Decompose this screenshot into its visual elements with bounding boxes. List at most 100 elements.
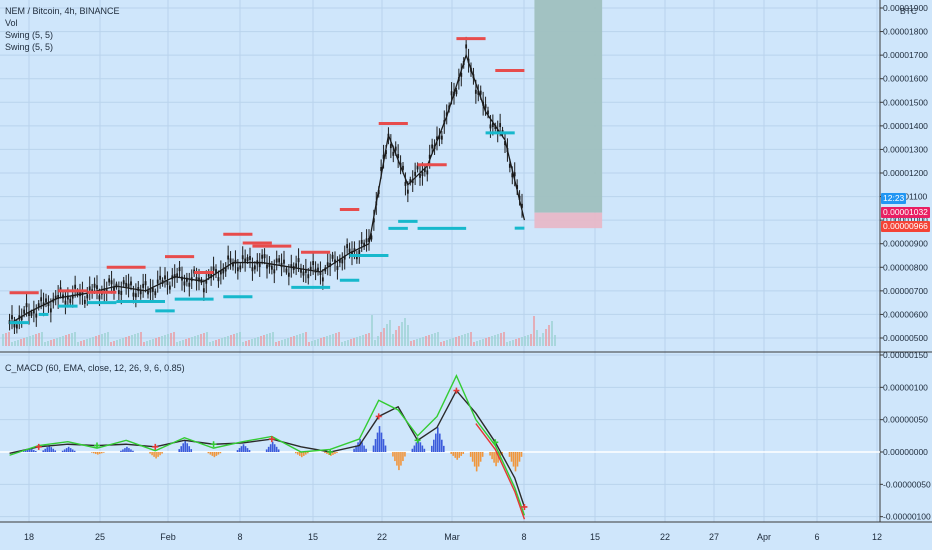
volume-bar [77,342,79,346]
candle-body [207,272,210,277]
macd-axis-label: 0.00000000 [883,447,928,457]
candle-body [302,271,305,276]
volume-bar [470,332,472,346]
candle-body [249,255,251,260]
volume-bar [116,340,118,346]
histogram-bar [400,452,402,466]
volume-bar [2,334,4,346]
crossover-marker [375,413,382,420]
histogram-bar [332,452,334,455]
volume-bar [410,341,412,346]
histogram-bar [454,452,457,458]
volume-bar [32,335,34,346]
volume-bar [104,333,106,346]
histogram-bar [244,446,247,452]
volume-bar [23,338,25,346]
volume-bar [293,336,295,346]
candle-body [414,171,417,176]
symbol-title[interactable]: NEM / Bitcoin, 4h, BINANCE [5,6,120,16]
histogram-bar [31,449,33,452]
histogram-bar [520,452,523,457]
volume-bar [449,339,451,346]
histogram-bar [516,452,519,467]
histogram-bar [93,452,95,454]
candle-body [222,269,225,274]
volume-bar [386,324,388,346]
volume-bar [356,337,358,346]
macd-line [9,389,526,508]
histogram-bar [186,443,189,452]
candle-body [32,309,35,314]
candle-body [504,141,506,146]
volume-bar [404,318,406,346]
volume-bar [542,333,544,346]
candle-body [419,173,421,178]
volume-bar [38,333,40,346]
candle-body [287,272,290,277]
volume-bar [485,338,487,346]
histogram-bar [65,448,68,452]
volume-bar [218,339,220,346]
time-axis-label: 8 [521,532,526,542]
histogram-bar [514,452,517,472]
volume-bar [446,340,448,346]
histogram-bar [421,445,424,452]
volume-bar [170,333,172,346]
histogram-bar [25,450,27,452]
volume-bar [209,342,211,346]
histogram-bar [161,452,163,454]
candle-body [300,268,302,273]
volume-bar [347,340,349,346]
macd-axis-label: -0.00000100 [883,512,931,522]
candle-body [270,265,273,270]
volume-bar [500,333,502,346]
candle-body [181,276,183,281]
volume-bar [194,336,196,346]
volume-bar [515,339,517,346]
swing-indicator-label-1[interactable]: Swing (5, 5) [5,30,54,40]
volume-bar [242,342,244,346]
candle-body [346,244,349,249]
price-badge: 0.00000966 [881,221,930,232]
candle-body [122,280,125,285]
price-axis-label: 0.00000800 [883,262,928,272]
volume-bar [182,340,184,346]
histogram-bar [361,442,363,452]
histogram-bar [69,448,72,452]
volume-bar [263,335,265,346]
candle-body [127,283,130,288]
price-badge: 12:23 [881,193,907,204]
volume-bar [236,333,238,346]
volume-bar [419,338,421,346]
histogram-bar [328,452,330,455]
volume-bar [44,342,46,346]
volume-bar [392,334,394,346]
histogram-bar [184,440,187,452]
candle-body [134,293,137,298]
volume-bar [434,333,436,346]
candle-body [329,262,332,267]
volume-bar [8,332,10,346]
volume-bar [35,334,37,346]
volume-label[interactable]: Vol [5,18,18,28]
swing-indicator-label-2[interactable]: Swing (5, 5) [5,42,54,52]
macd-indicator-label[interactable]: C_MACD (60, EMA, close, 12, 26, 9, 6, 0.… [5,363,185,373]
candle-body [285,268,288,273]
histogram-bar [301,452,303,458]
volume-bar [488,337,490,346]
histogram-bar [363,445,365,452]
price-line [9,53,526,325]
candle-body [81,291,84,296]
candle-body [423,168,426,173]
candle-body [83,299,86,304]
candle-body [402,165,404,170]
histogram-bar [153,452,155,457]
price-axis-label: 0.00001900 [883,3,928,13]
time-axis-label: Apr [757,532,771,542]
histogram-bar [63,449,66,452]
candle-body [450,91,453,96]
volume-bar [131,335,133,346]
histogram-bar [433,439,435,452]
macd-histogram [23,426,523,472]
